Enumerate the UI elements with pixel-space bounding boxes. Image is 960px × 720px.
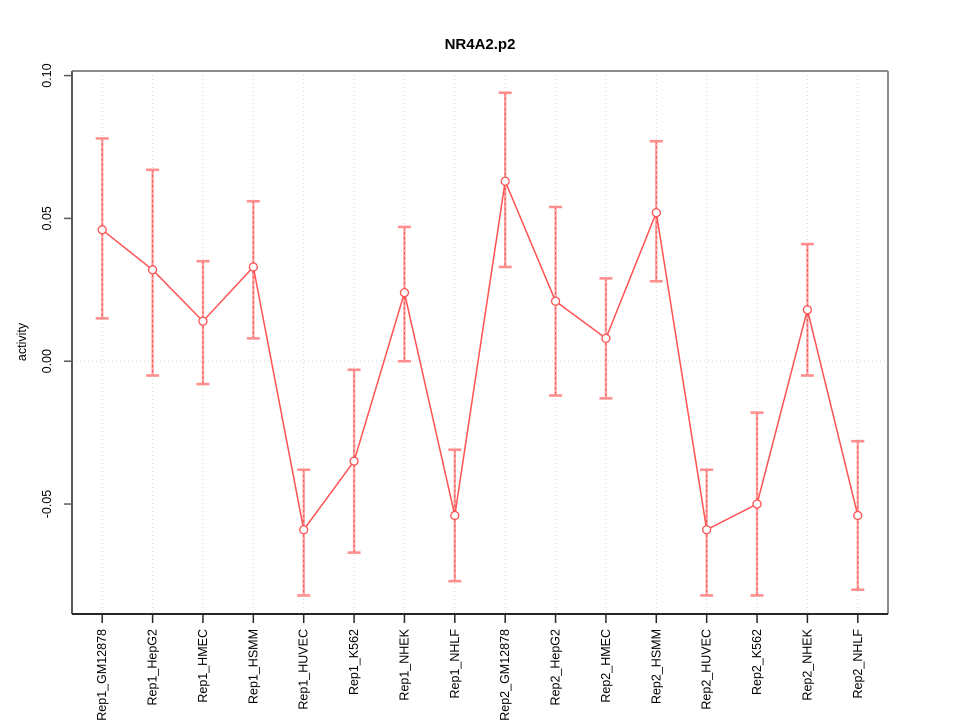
data-point-marker [349,456,359,466]
data-point-marker [399,288,410,298]
x-tick-label: Rep2_NHLF [851,629,865,699]
x-tick-label: Rep2_HSMM [649,629,663,704]
x-tick-label: Rep1_HUVEC [297,629,311,710]
chart-title: NR4A2.p2 [445,36,516,53]
x-tick-label: Rep1_K562 [347,629,361,695]
x-tick-label: Rep1_NHLF [448,629,462,699]
y-tick-label: -0.05 [40,490,54,519]
y-axis-label: activity [15,322,29,361]
x-tick-label: Rep2_HepG2 [549,629,563,705]
y-tick-label: 0.05 [40,206,54,230]
x-tick-label: Rep1_HepG2 [146,629,160,705]
data-point-marker [651,208,661,218]
plot-layer: 0.10 0.05 0.00 -0.05 Rep1_GM12878 Rep1_HepG2 R… [40,63,889,720]
data-point-marker [97,225,107,235]
y-tick-label: 0.10 [40,63,54,87]
data-point-marker [147,265,158,275]
data-point-marker [500,176,510,186]
x-tick-label: Rep2_K562 [750,629,764,695]
x-tick-label: Rep1_GM12878 [95,629,109,720]
data-point-marker [853,510,863,521]
y-tick-label: 0.00 [40,349,54,373]
data-point-marker [802,305,813,315]
data-point-marker [702,525,712,535]
x-tick-label: Rep2_GM12878 [498,629,512,720]
x-tick-label: Rep2_HMEC [599,629,613,703]
x-tick-label: Rep1_HMEC [196,629,210,703]
x-tick-label: Rep2_NHEK [800,628,814,700]
series-line [101,178,859,532]
data-point-marker [550,296,561,306]
data-point-marker [601,333,611,344]
data-point-marker [248,262,258,272]
x-tick-label: Rep1_HSMM [246,629,260,704]
data-point-marker [752,499,762,509]
data-point-marker [299,525,309,535]
x-tick-label: Rep1_NHEK [397,628,411,700]
data-point-marker [450,510,460,521]
x-tick-label: Rep2_HUVEC [700,629,714,710]
data-point-marker [198,316,208,326]
